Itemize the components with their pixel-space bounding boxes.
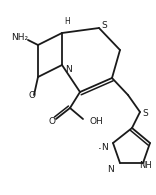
Text: S: S [101, 20, 107, 29]
Text: O: O [49, 118, 56, 127]
Text: OH: OH [90, 118, 104, 127]
Text: O: O [29, 90, 36, 99]
Text: N: N [65, 66, 71, 74]
Text: H: H [64, 18, 70, 27]
Text: NH₂: NH₂ [11, 34, 29, 43]
Text: S: S [142, 110, 148, 119]
Text: N: N [101, 143, 108, 152]
Text: NH: NH [139, 160, 152, 169]
Text: N: N [107, 166, 113, 175]
Text: ·: · [98, 144, 102, 157]
